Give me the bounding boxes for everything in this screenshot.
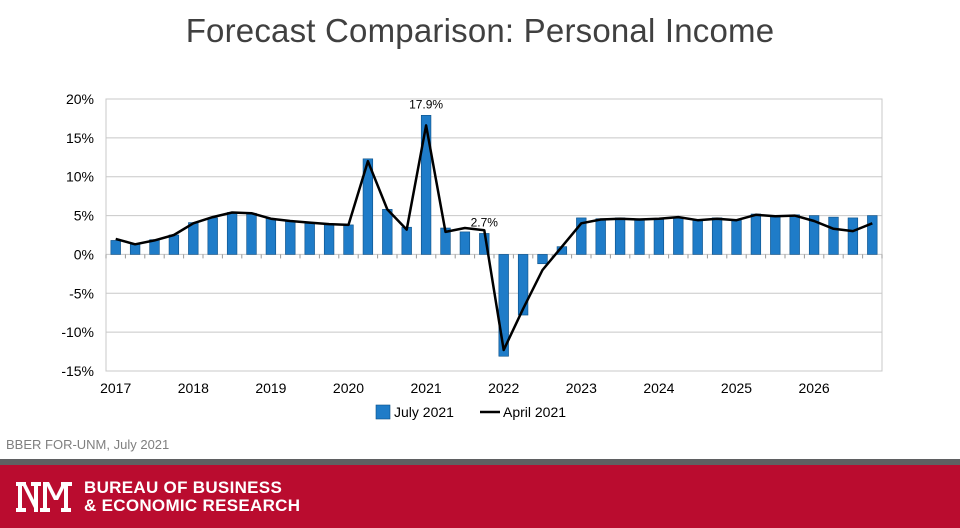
x-tick-label: 2021	[411, 380, 442, 396]
x-tick-label: 2026	[799, 380, 830, 396]
chart: -15% -10% -5% 0% 5% 10% 15% 20% 2017 2018 2019 2020…	[61, 91, 883, 420]
bar	[188, 222, 199, 255]
bar	[343, 224, 354, 255]
bar	[246, 212, 257, 255]
x-tick-label: 2019	[255, 380, 286, 396]
bar	[634, 219, 645, 255]
bar	[750, 213, 762, 255]
bar	[789, 214, 800, 255]
y-tick-label: -10%	[61, 324, 94, 340]
x-tick-label: 2017	[100, 380, 131, 396]
bar	[168, 234, 180, 255]
y-tick-label: 20%	[66, 91, 94, 107]
org-name: BUREAU OF BUSINESS & ECONOMIC RESEARCH	[84, 479, 300, 515]
x-tick-label: 2018	[178, 380, 209, 396]
org-name-line1: BUREAU OF BUSINESS	[84, 478, 283, 497]
legend-label-july-2021: July 2021	[394, 404, 454, 420]
plot-area	[105, 98, 883, 372]
bar	[867, 215, 878, 255]
bar	[382, 209, 393, 255]
data-label: 2.7%	[471, 215, 499, 229]
bar	[828, 216, 839, 255]
y-tick-label: 10%	[66, 169, 94, 185]
bar	[595, 218, 606, 255]
bar	[420, 115, 432, 255]
bar	[498, 254, 509, 357]
bar	[362, 158, 374, 255]
bar	[711, 217, 723, 255]
bar	[517, 254, 529, 316]
bar	[614, 217, 626, 255]
legend-label-april-2021: April 2021	[503, 404, 566, 420]
unm-logo-icon	[16, 482, 72, 512]
bar	[459, 231, 471, 255]
bar	[304, 223, 315, 255]
y-tick-label: -5%	[69, 285, 94, 301]
x-tick-label: 2023	[566, 380, 597, 396]
x-tick-label: 2024	[643, 380, 674, 396]
bar	[323, 224, 335, 255]
y-tick-label: 0%	[74, 246, 94, 262]
bar	[129, 244, 141, 255]
y-tick-label: -15%	[61, 363, 94, 379]
bar	[401, 226, 412, 255]
x-tick-label: 2022	[488, 380, 519, 396]
bar	[692, 219, 703, 255]
data-label: 17.9%	[409, 97, 443, 111]
bar	[110, 240, 121, 255]
bar	[847, 217, 859, 255]
bar	[207, 217, 218, 255]
y-tick-label: 15%	[66, 130, 94, 146]
series-line-april-2021	[115, 124, 873, 352]
bar	[285, 220, 296, 255]
bar	[537, 254, 548, 265]
org-name-line2: & ECONOMIC RESEARCH	[84, 496, 301, 515]
bar	[576, 217, 587, 255]
x-tick-label: 2025	[721, 380, 752, 396]
footer-banner: BUREAU OF BUSINESS & ECONOMIC RESEARCH	[0, 465, 960, 528]
bar	[731, 219, 742, 255]
bar	[653, 219, 665, 255]
bar	[226, 212, 238, 255]
bar	[808, 215, 820, 255]
x-tick-label: 2020	[333, 380, 364, 396]
y-tick-label: 5%	[74, 208, 94, 224]
source-note: BBER FOR-UNM, July 2021	[6, 437, 170, 452]
bar	[673, 217, 684, 255]
bar	[265, 218, 277, 255]
bar	[770, 215, 781, 255]
footer-divider	[0, 459, 960, 465]
legend-swatch-july-2021	[375, 404, 391, 420]
chart-title: Forecast Comparison: Personal Income	[185, 12, 775, 49]
